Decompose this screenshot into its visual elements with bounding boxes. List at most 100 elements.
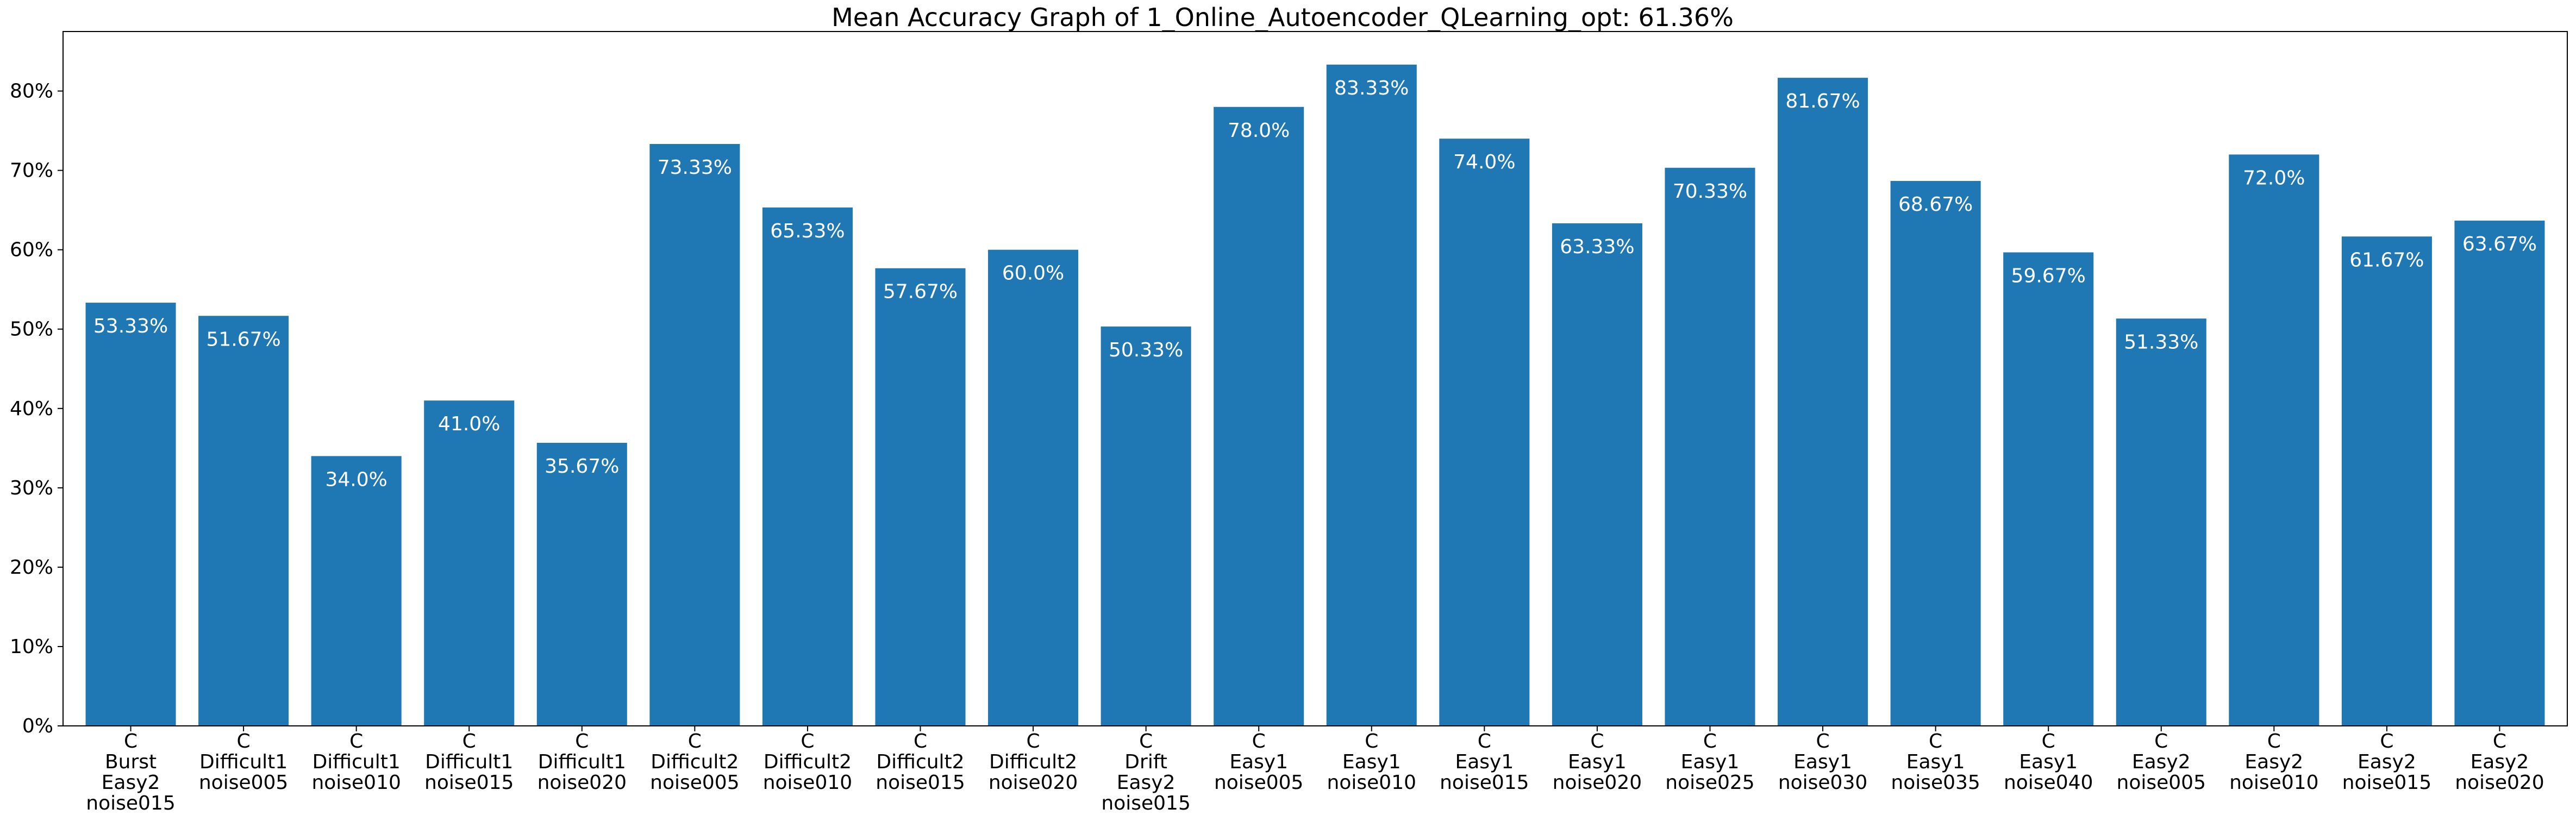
x-tick-label-line: Difficult2 bbox=[876, 751, 964, 773]
bar bbox=[1552, 223, 1642, 726]
x-tick-label-line: C bbox=[2380, 730, 2393, 753]
x-tick-label: C Easy1 noise035 bbox=[1891, 730, 1980, 794]
bar-value-label: 72.0% bbox=[2243, 167, 2305, 189]
bar bbox=[1101, 326, 1191, 726]
bar-value-label: 63.67% bbox=[2462, 233, 2537, 255]
x-tick-label-line: noise010 bbox=[763, 772, 852, 794]
x-tick-label: C Difficult1 noise005 bbox=[199, 730, 288, 794]
x-tick-label-line: noise015 bbox=[876, 772, 965, 794]
bar-value-label: 65.33% bbox=[770, 220, 845, 242]
bar-labels-group: 53.33% 51.67% 34.0% 41.0% 35.67% 73.33% 65.33%… bbox=[93, 77, 2537, 491]
x-tick-label-line: noise030 bbox=[1778, 772, 1867, 794]
x-tick-label: C Easy2 noise015 bbox=[2342, 730, 2431, 794]
bar bbox=[1326, 64, 1417, 726]
x-tick-label-line: C bbox=[914, 730, 927, 753]
bar-value-label: 61.67% bbox=[2349, 249, 2424, 271]
bar-value-label: 81.67% bbox=[1785, 90, 1860, 112]
bar-value-label: 59.67% bbox=[2011, 265, 2086, 287]
x-tick-label: C Easy1 noise040 bbox=[2004, 730, 2093, 794]
x-tick-label: C Burst Easy2 noise015 bbox=[86, 730, 175, 814]
bar bbox=[762, 207, 853, 726]
x-tick-label-line: C bbox=[1816, 730, 1829, 753]
bar bbox=[1439, 139, 1530, 726]
bar bbox=[2341, 236, 2432, 726]
x-tick-label-line: noise015 bbox=[1440, 772, 1529, 794]
y-tick-label: 80% bbox=[10, 80, 53, 103]
x-tick-label-line: noise010 bbox=[311, 772, 401, 794]
x-tick-label: C Difficult2 noise015 bbox=[876, 730, 965, 794]
x-tick-label-line: Difficult1 bbox=[312, 751, 401, 773]
x-tick-label: C Difficult2 noise020 bbox=[989, 730, 1078, 794]
x-tick-label-line: Easy2 bbox=[102, 772, 160, 794]
bar-value-label: 74.0% bbox=[1453, 151, 1515, 173]
x-tick-label-line: noise005 bbox=[199, 772, 288, 794]
x-tick-label-line: C bbox=[1365, 730, 1378, 753]
bar bbox=[536, 443, 627, 726]
bar bbox=[85, 303, 176, 726]
x-tick-label: C Easy2 noise010 bbox=[2229, 730, 2318, 794]
x-tick-label-line: noise020 bbox=[2455, 772, 2544, 794]
bar bbox=[875, 268, 966, 726]
bar bbox=[198, 316, 289, 726]
bar bbox=[2003, 252, 2094, 726]
x-tick-label-line: Burst bbox=[105, 751, 157, 773]
x-tick-label: C Easy2 noise005 bbox=[2117, 730, 2206, 794]
bar bbox=[2229, 154, 2319, 726]
bar-value-label: 53.33% bbox=[93, 315, 168, 337]
bar bbox=[2454, 221, 2545, 726]
x-tick-label: C Drift Easy2 noise015 bbox=[1101, 730, 1190, 814]
x-tick-label-line: C bbox=[349, 730, 363, 753]
x-tick-label-line: noise015 bbox=[1101, 792, 1190, 814]
bar-value-label: 83.33% bbox=[1334, 77, 1409, 99]
x-tick-label: C Difficult2 noise005 bbox=[650, 730, 739, 794]
x-tick-label-line: Drift bbox=[1124, 751, 1167, 773]
x-tick-label-line: Difficult2 bbox=[651, 751, 739, 773]
x-tick-label-line: C bbox=[1478, 730, 1491, 753]
y-tick-label: 50% bbox=[10, 318, 53, 341]
x-tick-label-line: noise020 bbox=[1553, 772, 1642, 794]
x-tick-label-line: C bbox=[237, 730, 251, 753]
x-tick-label: C Difficult1 noise015 bbox=[424, 730, 514, 794]
x-tick-label-line: Easy1 bbox=[1342, 751, 1401, 773]
x-tick-label: C Difficult2 noise010 bbox=[763, 730, 852, 794]
x-tick-label: C Easy1 noise025 bbox=[1665, 730, 1754, 794]
x-tick-label-line: noise020 bbox=[989, 772, 1078, 794]
chart-title: Mean Accuracy Graph of 1_Online_Autoenco… bbox=[831, 3, 1734, 32]
bar bbox=[1214, 106, 1304, 726]
bar-value-label: 63.33% bbox=[1560, 236, 1634, 258]
bar bbox=[2116, 318, 2206, 726]
x-tick-label-line: Easy1 bbox=[1568, 751, 1627, 773]
x-tick-label-line: C bbox=[2154, 730, 2168, 753]
x-tick-label-line: noise005 bbox=[650, 772, 739, 794]
bar-value-label: 35.67% bbox=[545, 455, 619, 478]
x-tick-label-line: Easy2 bbox=[2358, 751, 2416, 773]
x-tick-label-line: Easy2 bbox=[2471, 751, 2529, 773]
bar-value-label: 78.0% bbox=[1228, 120, 1290, 142]
y-tick-label: 20% bbox=[10, 556, 53, 579]
x-tick-label: C Easy1 noise005 bbox=[1214, 730, 1303, 794]
x-tick-label-line: C bbox=[575, 730, 589, 753]
y-tick-label: 30% bbox=[10, 477, 53, 499]
x-tick-label-line: Easy2 bbox=[2244, 751, 2303, 773]
x-tick-label-line: C bbox=[1929, 730, 1942, 753]
x-tick-label-line: Difficult2 bbox=[989, 751, 1077, 773]
bar-value-label: 73.33% bbox=[658, 156, 732, 179]
x-tick-label-line: C bbox=[1703, 730, 1717, 753]
y-tick-label: 40% bbox=[10, 398, 53, 420]
x-tick-label-line: C bbox=[1139, 730, 1153, 753]
x-tick-label: C Easy2 noise020 bbox=[2455, 730, 2544, 794]
x-tick-label-line: noise015 bbox=[2342, 772, 2431, 794]
x-tick-label-line: noise005 bbox=[1214, 772, 1303, 794]
y-tick-label: 70% bbox=[10, 160, 53, 182]
bar-value-label: 41.0% bbox=[438, 413, 500, 435]
bar bbox=[988, 249, 1079, 726]
x-tick-label: C Difficult1 noise020 bbox=[537, 730, 627, 794]
y-tick-label: 10% bbox=[10, 636, 53, 658]
x-tick-label: C Easy1 noise030 bbox=[1778, 730, 1867, 794]
x-tick-label-line: C bbox=[1590, 730, 1604, 753]
x-tick-label-line: C bbox=[1027, 730, 1040, 753]
bar bbox=[311, 456, 402, 726]
x-tick-label-line: noise025 bbox=[1665, 772, 1754, 794]
x-tick-label-line: C bbox=[801, 730, 814, 753]
